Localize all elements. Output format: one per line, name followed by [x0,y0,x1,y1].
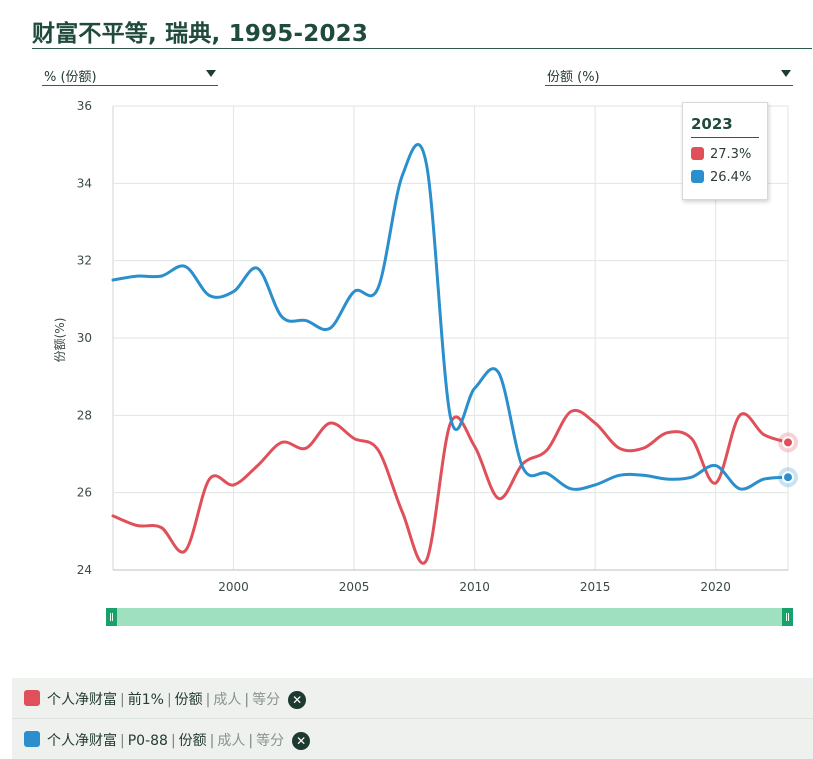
metric-dropdown[interactable]: 份额 (%) [545,63,793,86]
series-lines [111,143,790,565]
series-line-1 [111,143,790,491]
legend-population: 成人 [213,692,242,708]
end-point-marker [782,471,794,484]
chevron-down-icon [781,70,791,77]
series-swatch [24,731,40,747]
data-tooltip: 2023 27.3% 26.4% [682,102,768,200]
x-tick-label: 2015 [580,580,611,594]
x-tick-label: 2005 [339,580,370,594]
legend-variable: 个人净财富 [47,692,117,708]
y-tick-label: 36 [77,99,92,113]
range-slider-left-handle[interactable] [106,608,117,626]
remove-series-button[interactable]: ✕ [288,691,307,709]
series-line-0 [111,408,790,565]
series-swatch [691,170,704,183]
chart-title: 财富不平等, 瑞典, 1995-2023 [32,21,369,47]
chevron-down-icon [206,70,216,77]
legend-item-top1: 个人净财富 | 前1% | 份额 | 成人 | 等分 ✕ [12,678,813,718]
tooltip-row-p0-88: 26.4% [691,170,751,185]
remove-series-button[interactable]: ✕ [292,732,311,750]
series-swatch [24,690,40,706]
y-tick-label: 26 [77,486,92,500]
legend-percentile: 前1% [127,692,164,708]
metric-dropdown-label: 份额 (%) [547,70,600,85]
unit-dropdown[interactable]: % (份额) [42,63,218,86]
legend-variable: 个人净财富 [47,733,117,749]
tooltip-year: 2023 [691,115,733,133]
tooltip-value: 26.4% [710,170,752,185]
tooltip-row-top1: 27.3% [691,147,751,162]
range-slider-right-handle[interactable] [782,608,793,626]
line-chart: 24 26 28 30 32 34 36 2000 2005 2010 2015 2020 份额(%) [53,99,798,594]
legend-measure: 份额 [174,692,203,708]
tooltip-divider [691,137,759,138]
axes: 24 26 28 30 32 34 36 2000 2005 2010 2015 2020 [77,99,788,594]
legend-measure: 份额 [178,733,207,749]
y-tick-label: 24 [77,563,92,577]
legend-split: 等分 [252,692,281,708]
y-tick-label: 34 [77,176,92,190]
y-tick-label: 28 [77,408,92,422]
y-tick-label: 30 [77,331,92,345]
x-tick-label: 2020 [700,580,731,594]
end-markers [778,432,798,488]
range-slider-track[interactable] [106,608,793,626]
legend-population: 成人 [217,733,246,749]
legend-split: 等分 [256,733,285,749]
title-divider [32,48,812,49]
tooltip-value: 27.3% [710,147,752,162]
series-swatch [691,147,704,160]
legend-percentile: P0-88 [127,733,168,749]
y-axis-label: 份额(%) [53,318,67,363]
legend-item-p0-88: 个人净财富 | P0-88 | 份额 | 成人 | 等分 ✕ [12,718,813,759]
unit-dropdown-label: % (份额) [44,70,97,85]
y-tick-label: 32 [77,254,92,268]
x-tick-label: 2000 [218,580,249,594]
x-tick-label: 2010 [459,580,490,594]
end-point-marker [782,436,794,449]
